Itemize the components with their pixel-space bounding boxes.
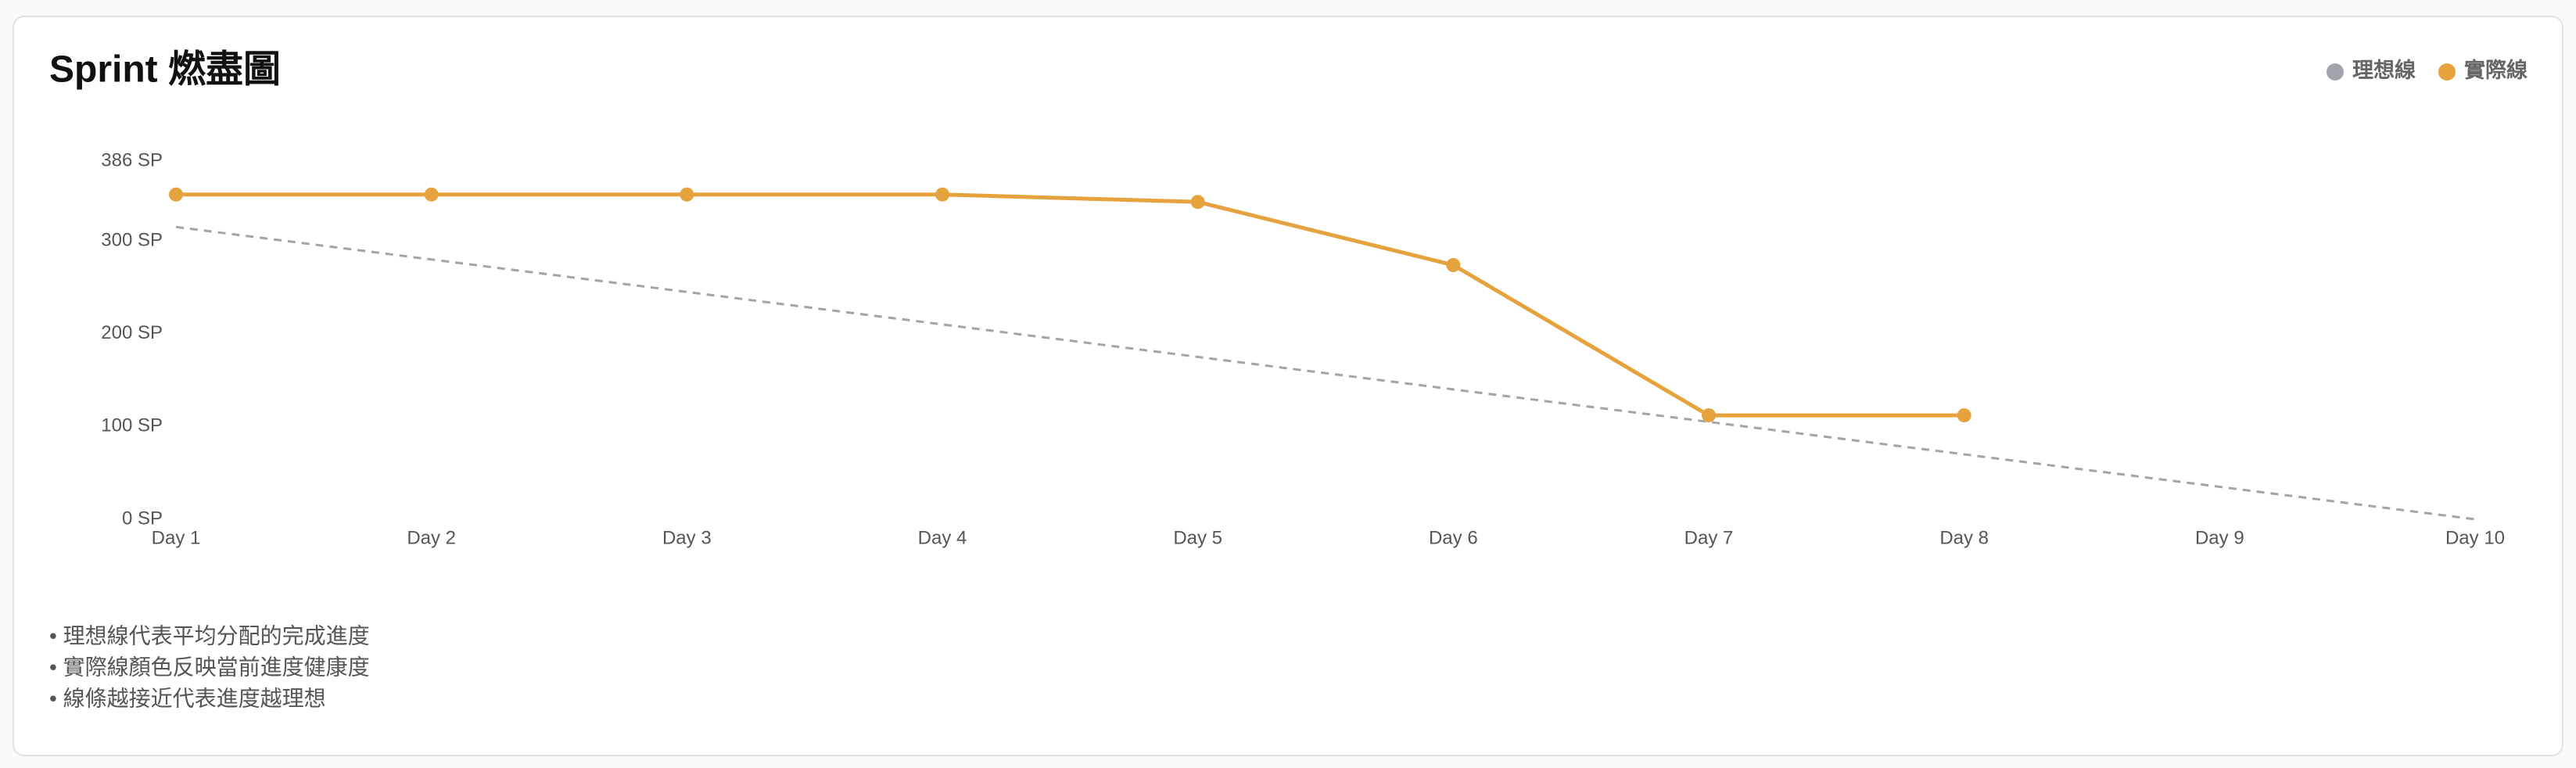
- x-tick-label: Day 4: [918, 527, 967, 548]
- card: [13, 16, 2563, 756]
- y-tick-label: 386 SP: [101, 149, 163, 170]
- point: [1702, 408, 1716, 423]
- point: [169, 187, 183, 202]
- x-tick-label: Day 6: [1429, 527, 1478, 548]
- legend-swatch: [2438, 63, 2456, 81]
- x-tick-label: Day 7: [1684, 527, 1734, 548]
- point: [424, 187, 439, 202]
- y-tick-label: 300 SP: [101, 229, 163, 250]
- point: [1446, 257, 1461, 272]
- y-tick-label: 0 SP: [122, 508, 163, 529]
- x-tick-label: Day 3: [662, 527, 712, 548]
- chart-title: Sprint 燃盡圖: [49, 49, 281, 91]
- note: • 線條越接近代表進度越理想: [49, 686, 326, 710]
- series-line: [176, 192, 1964, 418]
- point: [680, 187, 694, 202]
- point: [1957, 408, 1971, 423]
- point: [1190, 195, 1205, 210]
- legend-label: 理想線: [2352, 58, 2416, 82]
- x-tick-label: Day 1: [152, 527, 201, 548]
- x-tick-label: Day 9: [2195, 527, 2244, 548]
- y-tick-label: 200 SP: [101, 322, 163, 343]
- x-tick-label: Day 8: [1939, 527, 1989, 548]
- legend-label: 實際線: [2464, 58, 2528, 82]
- x-tick-label: Day 2: [407, 527, 456, 548]
- point: [935, 187, 949, 202]
- x-tick-label: Day 5: [1173, 527, 1222, 548]
- note: • 實際線顏色反映當前進度健康度: [49, 655, 370, 679]
- x-tick-label: Day 10: [2445, 527, 2505, 548]
- series-line: [175, 225, 2476, 521]
- y-tick-label: 100 SP: [101, 415, 163, 436]
- note: • 理想線代表平均分配的完成進度: [49, 623, 370, 648]
- legend-swatch: [2327, 63, 2344, 81]
